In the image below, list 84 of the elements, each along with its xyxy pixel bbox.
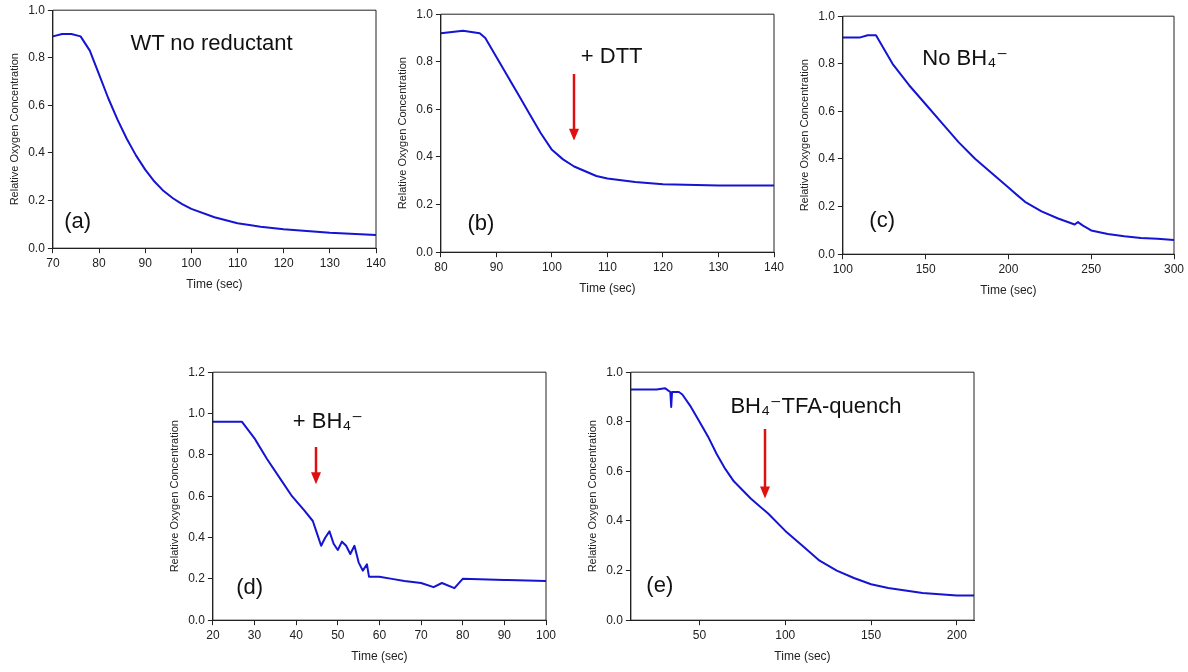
x-axis-title: Time (sec) bbox=[774, 649, 831, 664]
y-tick-label: 0.0 bbox=[818, 246, 836, 261]
x-tick-label: 110 bbox=[597, 259, 618, 274]
y-axis-title: Relative Oxygen Concentration bbox=[7, 53, 20, 206]
y-tick-label: 0.6 bbox=[606, 463, 624, 478]
x-tick-label: 40 bbox=[289, 627, 304, 642]
y-tick-label: 0.8 bbox=[188, 447, 206, 462]
x-axis-title: Time (sec) bbox=[351, 649, 408, 664]
x-tick-label: 90 bbox=[497, 627, 512, 642]
x-tick-label: 100 bbox=[181, 255, 202, 270]
x-tick-label: 140 bbox=[365, 255, 387, 270]
x-tick-label: 130 bbox=[319, 255, 341, 270]
y-tick-label: 0.4 bbox=[606, 513, 624, 528]
annotation: (d) bbox=[236, 574, 264, 600]
x-tick-label: 80 bbox=[456, 627, 470, 642]
y-tick-label: 0.8 bbox=[818, 56, 836, 71]
x-tick-label: 140 bbox=[763, 259, 785, 274]
y-tick-label: 0.6 bbox=[416, 101, 434, 116]
x-tick-label: 80 bbox=[92, 255, 107, 270]
y-tick-label: 0.4 bbox=[188, 529, 206, 544]
x-tick-label: 200 bbox=[946, 627, 968, 642]
x-tick-label: 250 bbox=[1081, 261, 1102, 276]
y-axis-title: Relative Oxygen Concentration bbox=[797, 59, 810, 212]
x-tick-label: 100 bbox=[535, 627, 557, 642]
x-tick-label: 200 bbox=[998, 261, 1019, 276]
x-tick-label: 50 bbox=[331, 627, 345, 642]
x-axis-title: Time (sec) bbox=[980, 283, 1037, 298]
y-tick-label: 0.0 bbox=[188, 612, 206, 627]
annotation: + BH₄⁻ bbox=[292, 407, 363, 433]
y-tick-label: 0.6 bbox=[188, 488, 206, 503]
annotation: No BH₄⁻ bbox=[922, 45, 1008, 71]
x-tick-label: 30 bbox=[247, 627, 262, 642]
x-tick-label: 120 bbox=[652, 259, 674, 274]
x-axis-title: Time (sec) bbox=[186, 277, 243, 292]
y-tick-label: 0.6 bbox=[28, 97, 46, 112]
y-axis-title: Relative Oxygen Concentration bbox=[167, 420, 180, 573]
y-tick-label: 0.6 bbox=[818, 103, 836, 118]
x-tick-label: 110 bbox=[227, 255, 248, 270]
y-axis-title: Relative Oxygen Concentration bbox=[585, 420, 598, 573]
y-tick-label: 0.4 bbox=[416, 149, 434, 164]
y-tick-label: 0.0 bbox=[606, 612, 624, 627]
y-tick-label: 0.0 bbox=[416, 244, 434, 259]
x-tick-label: 60 bbox=[372, 627, 387, 642]
y-tick-label: 1.2 bbox=[188, 364, 206, 379]
y-tick-label: 1.0 bbox=[28, 2, 46, 17]
x-tick-label: 80 bbox=[434, 259, 448, 274]
y-tick-label: 0.2 bbox=[28, 192, 46, 207]
x-tick-label: 100 bbox=[775, 627, 796, 642]
x-axis-title: Time (sec) bbox=[579, 281, 636, 296]
annotation: (b) bbox=[467, 209, 495, 235]
x-tick-label: 150 bbox=[861, 627, 882, 642]
y-tick-label: 0.2 bbox=[416, 196, 434, 211]
y-tick-label: 0.2 bbox=[606, 562, 624, 577]
y-tick-label: 0.8 bbox=[28, 50, 46, 65]
y-tick-label: 0.4 bbox=[28, 145, 46, 160]
x-tick-label: 70 bbox=[414, 627, 429, 642]
y-tick-label: 1.0 bbox=[416, 6, 434, 21]
annotation: BH₄⁻TFA-quench bbox=[730, 392, 902, 418]
annotation: (a) bbox=[64, 208, 92, 234]
y-tick-label: 1.0 bbox=[818, 8, 836, 23]
x-tick-label: 100 bbox=[832, 261, 854, 276]
annotation: (e) bbox=[646, 571, 674, 597]
x-tick-label: 100 bbox=[541, 259, 563, 274]
x-tick-label: 120 bbox=[273, 255, 295, 270]
annotation: (c) bbox=[869, 206, 896, 232]
y-tick-label: 0.4 bbox=[818, 151, 836, 166]
x-tick-label: 50 bbox=[692, 627, 707, 642]
y-tick-label: 1.0 bbox=[188, 405, 206, 420]
x-tick-label: 150 bbox=[915, 261, 936, 276]
y-tick-label: 1.0 bbox=[606, 364, 624, 379]
y-tick-label: 0.8 bbox=[606, 414, 624, 429]
x-tick-label: 130 bbox=[708, 259, 729, 274]
y-axis-title: Relative Oxygen Concentration bbox=[395, 57, 408, 210]
y-tick-label: 0.2 bbox=[188, 571, 206, 586]
x-tick-label: 90 bbox=[489, 259, 504, 274]
x-tick-label: 70 bbox=[46, 255, 60, 270]
annotation: WT no reductant bbox=[130, 29, 293, 55]
y-tick-label: 0.0 bbox=[28, 240, 46, 255]
y-tick-label: 0.8 bbox=[416, 54, 434, 69]
x-tick-label: 90 bbox=[138, 255, 153, 270]
x-tick-label: 20 bbox=[206, 627, 220, 642]
annotation: + DTT bbox=[580, 43, 643, 69]
y-tick-label: 0.2 bbox=[818, 198, 836, 213]
x-tick-label: 300 bbox=[1163, 261, 1185, 276]
